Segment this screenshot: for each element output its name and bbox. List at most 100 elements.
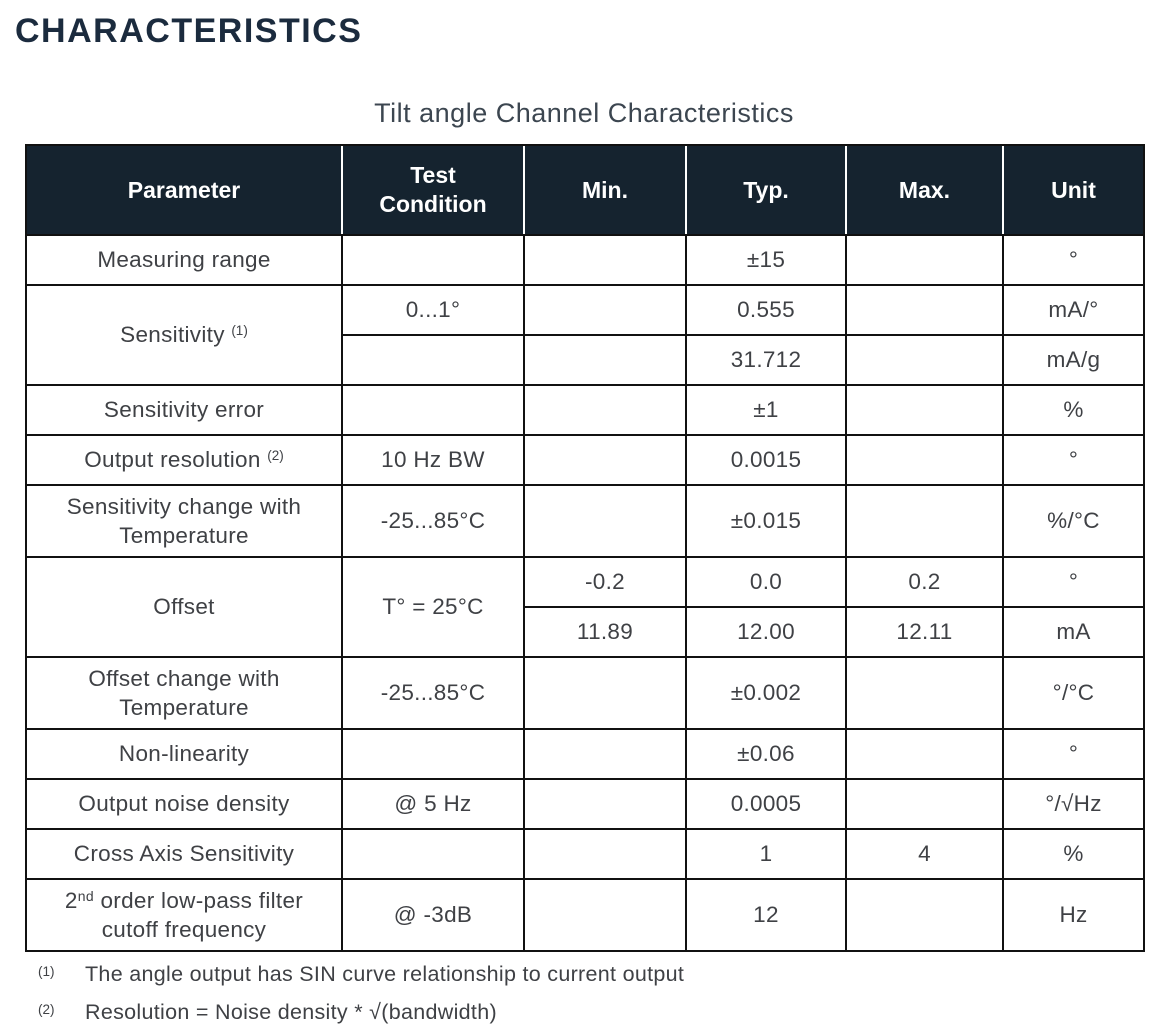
cell-max bbox=[845, 778, 1004, 830]
cell-min bbox=[523, 728, 687, 780]
cell-test-condition bbox=[341, 728, 525, 780]
cell-test-condition: -25...85°C bbox=[341, 656, 525, 730]
table-row: 31.712 mA/g bbox=[26, 334, 1145, 386]
cell-max bbox=[845, 878, 1004, 952]
cell-unit: %/°C bbox=[1002, 484, 1145, 558]
table-title: Tilt angle Channel Characteristics bbox=[374, 98, 794, 128]
table-row: Cross Axis Sensitivity 1 4 % bbox=[25, 828, 1145, 880]
cell-max bbox=[845, 334, 1004, 386]
table-row: Output resolution (2) 10 Hz BW 0.0015 ° bbox=[25, 434, 1145, 486]
cell-min bbox=[523, 384, 687, 436]
cell-typ: 0.0 bbox=[685, 556, 847, 608]
header-row: Parameter Test Condition Min. Typ. Max. … bbox=[26, 144, 1144, 236]
cell-test-condition: 10 Hz BW bbox=[341, 434, 525, 486]
cell-unit: mA/g bbox=[1002, 334, 1145, 386]
cell-parameter: Sensitivity (1) bbox=[25, 284, 343, 386]
cell-test-condition: @ -3dB bbox=[341, 878, 525, 952]
cell-unit: ° bbox=[1002, 434, 1145, 486]
cell-min bbox=[523, 284, 687, 336]
column-header-unit: Unit bbox=[1002, 144, 1144, 236]
footnote: (2) Resolution = Noise density * √(bandw… bbox=[38, 1000, 1163, 1025]
table-row: Sensitivity error ±1 % bbox=[25, 384, 1145, 436]
cell-unit: ° bbox=[1002, 234, 1145, 286]
cell-max bbox=[845, 656, 1004, 730]
cell-typ: ±0.06 bbox=[685, 728, 847, 780]
cell-min: 11.89 bbox=[523, 606, 687, 658]
cell-parameter: Output resolution (2) bbox=[25, 434, 343, 486]
cell-typ: 0.555 bbox=[685, 284, 847, 336]
cell-typ: 12.00 bbox=[685, 606, 847, 658]
cell-max: 12.11 bbox=[845, 606, 1004, 658]
parameter-text: Sensitivity bbox=[120, 322, 232, 348]
cell-test-condition: @ 5 Hz bbox=[341, 778, 525, 830]
cell-unit: °/√Hz bbox=[1002, 778, 1145, 830]
characteristics-table: Parameter Test Condition Min. Typ. Max. … bbox=[25, 144, 1145, 952]
cell-unit: ° bbox=[1002, 728, 1145, 780]
cell-max bbox=[845, 284, 1004, 336]
cell-max bbox=[845, 728, 1004, 780]
cell-max bbox=[845, 384, 1004, 436]
table-row: Offset change with Temperature -25...85°… bbox=[25, 656, 1145, 730]
footnote-text: Resolution = Noise density * √(bandwidth… bbox=[85, 1000, 497, 1024]
cell-min bbox=[523, 434, 687, 486]
cell-min bbox=[523, 878, 687, 952]
cell-typ: 1 bbox=[685, 828, 847, 880]
table-row: Sensitivity change with Temperature -25.… bbox=[25, 484, 1145, 558]
cell-test-condition bbox=[341, 828, 525, 880]
cell-min bbox=[523, 334, 687, 386]
cell-typ: ±0.002 bbox=[685, 656, 847, 730]
table-row: Offset T° = 25°C -0.2 0.0 0.2 ° bbox=[25, 556, 1145, 658]
cell-min bbox=[523, 234, 687, 286]
cell-min bbox=[523, 828, 687, 880]
cell-unit: Hz bbox=[1002, 878, 1145, 952]
cell-unit: % bbox=[1002, 828, 1145, 880]
parameter-text: Output resolution bbox=[84, 447, 268, 473]
parameter-text: 2 bbox=[64, 887, 78, 913]
table-row: Non-linearity ±0.06 ° bbox=[25, 728, 1145, 780]
cell-min: -0.2 bbox=[523, 556, 687, 608]
cell-parameter: Output noise density bbox=[25, 778, 343, 830]
footnotes: (1) The angle output has SIN curve relat… bbox=[38, 962, 1163, 1025]
cell-min bbox=[523, 484, 687, 558]
table-row: Measuring range ±15 ° bbox=[25, 234, 1145, 286]
cell-typ: ±0.015 bbox=[685, 484, 847, 558]
cell-typ: ±15 bbox=[685, 234, 847, 286]
cell-max bbox=[845, 434, 1004, 486]
cell-max bbox=[845, 234, 1004, 286]
cell-test-condition: -25...85°C bbox=[341, 484, 525, 558]
footnote-ref-2: (2) bbox=[267, 448, 284, 464]
cell-test-condition: 0...1° bbox=[341, 284, 525, 336]
cell-parameter: Non-linearity bbox=[25, 728, 343, 780]
cell-unit: mA/° bbox=[1002, 284, 1145, 336]
cell-typ: 0.0005 bbox=[685, 778, 847, 830]
footnote-marker: (2) bbox=[38, 1002, 55, 1017]
column-header-parameter: Parameter bbox=[26, 144, 342, 236]
cell-test-condition: T° = 25°C bbox=[341, 556, 525, 658]
cell-parameter: 2nd order low-pass filter cutoff frequen… bbox=[25, 878, 343, 952]
footnote: (1) The angle output has SIN curve relat… bbox=[38, 962, 1163, 987]
cell-unit: ° bbox=[1002, 556, 1145, 608]
cell-parameter: Offset bbox=[25, 556, 343, 658]
cell-unit: % bbox=[1002, 384, 1145, 436]
cell-max bbox=[845, 484, 1004, 558]
table-row: 2nd order low-pass filter cutoff frequen… bbox=[25, 878, 1145, 952]
table-row: 11.89 12.00 12.11 mA bbox=[26, 606, 1145, 658]
cell-parameter: Measuring range bbox=[25, 234, 343, 286]
cell-test-condition bbox=[341, 384, 525, 436]
column-header-test-condition: Test Condition bbox=[341, 144, 524, 236]
cell-typ: 31.712 bbox=[685, 334, 847, 386]
footnote-ref-1: (1) bbox=[231, 323, 248, 339]
cell-typ: 12 bbox=[685, 878, 847, 952]
ordinal-suffix: nd bbox=[77, 887, 94, 904]
column-header-min: Min. bbox=[523, 144, 686, 236]
cell-parameter: Sensitivity change with Temperature bbox=[25, 484, 343, 558]
cell-parameter: Offset change with Temperature bbox=[25, 656, 343, 730]
cell-test-condition bbox=[341, 234, 525, 286]
cell-parameter: Sensitivity error bbox=[25, 384, 343, 436]
cell-typ: ±1 bbox=[685, 384, 847, 436]
footnote-marker: (1) bbox=[38, 964, 55, 979]
cell-unit: mA bbox=[1002, 606, 1145, 658]
cell-test-condition bbox=[341, 334, 525, 386]
column-header-max: Max. bbox=[845, 144, 1003, 236]
